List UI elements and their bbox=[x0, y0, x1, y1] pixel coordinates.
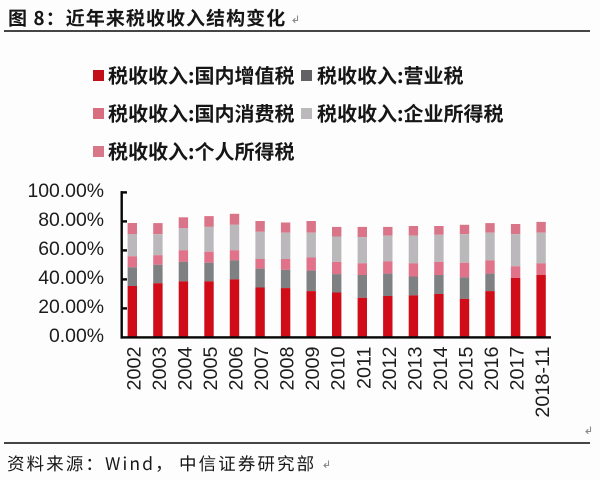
svg-text:2007: 2007 bbox=[251, 347, 273, 391]
svg-text:2017: 2017 bbox=[507, 347, 529, 391]
svg-text:2005: 2005 bbox=[200, 347, 222, 391]
svg-text:2006: 2006 bbox=[226, 347, 248, 391]
svg-text:2013: 2013 bbox=[404, 347, 426, 391]
svg-text:2009: 2009 bbox=[302, 347, 324, 391]
svg-text:2012: 2012 bbox=[379, 347, 401, 391]
svg-text:2004: 2004 bbox=[174, 347, 196, 391]
svg-text:2015: 2015 bbox=[456, 347, 478, 391]
svg-text:2002: 2002 bbox=[123, 347, 145, 391]
svg-text:2010: 2010 bbox=[328, 347, 350, 391]
svg-text:2018-11: 2018-11 bbox=[532, 347, 554, 418]
svg-text:2016: 2016 bbox=[481, 347, 503, 391]
svg-text:2003: 2003 bbox=[149, 347, 171, 391]
svg-text:2014: 2014 bbox=[430, 347, 452, 391]
svg-text:2011: 2011 bbox=[353, 347, 375, 390]
svg-text:2008: 2008 bbox=[277, 347, 299, 391]
